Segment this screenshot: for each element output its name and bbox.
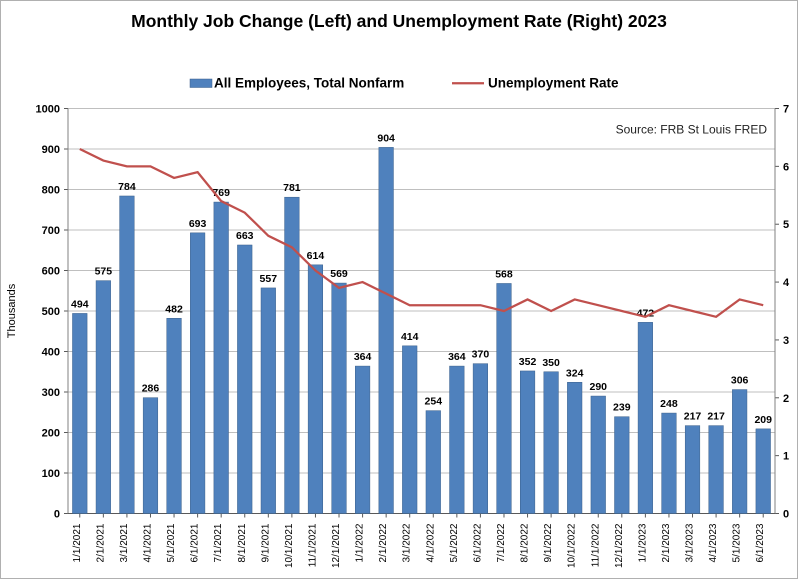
svg-text:600: 600 (42, 266, 60, 278)
svg-text:7: 7 (783, 104, 789, 116)
svg-text:8/1/2021: 8/1/2021 (237, 523, 248, 562)
svg-text:All Employees, Total Nonfarm: All Employees, Total Nonfarm (214, 76, 404, 91)
svg-text:12/1/2022: 12/1/2022 (614, 523, 625, 568)
svg-text:9/1/2021: 9/1/2021 (260, 523, 271, 562)
svg-text:290: 290 (589, 381, 607, 393)
svg-text:6: 6 (783, 161, 789, 173)
svg-text:700: 700 (42, 225, 60, 237)
svg-text:663: 663 (236, 230, 254, 242)
svg-text:3: 3 (783, 335, 789, 347)
svg-text:1/1/2021: 1/1/2021 (72, 523, 83, 562)
svg-text:400: 400 (42, 347, 60, 359)
svg-text:364: 364 (354, 351, 372, 363)
svg-text:364: 364 (448, 351, 466, 363)
svg-text:3/1/2021: 3/1/2021 (119, 523, 130, 562)
svg-text:100: 100 (42, 468, 60, 480)
svg-text:7/1/2022: 7/1/2022 (496, 523, 507, 562)
svg-text:12/1/2021: 12/1/2021 (331, 523, 342, 568)
svg-text:300: 300 (42, 387, 60, 399)
svg-text:8/1/2022: 8/1/2022 (520, 523, 531, 562)
svg-text:904: 904 (377, 132, 395, 144)
svg-text:5/1/2023: 5/1/2023 (732, 523, 743, 562)
svg-text:900: 900 (42, 144, 60, 156)
svg-text:568: 568 (495, 268, 513, 280)
svg-text:10/1/2021: 10/1/2021 (284, 523, 295, 568)
svg-text:6/1/2021: 6/1/2021 (190, 523, 201, 562)
svg-text:557: 557 (260, 273, 278, 285)
svg-text:2/1/2023: 2/1/2023 (661, 523, 672, 562)
svg-text:10/1/2022: 10/1/2022 (567, 523, 578, 568)
svg-text:200: 200 (42, 428, 60, 440)
svg-text:11/1/2022: 11/1/2022 (590, 523, 601, 567)
svg-text:Source: FRB St Louis FRED: Source: FRB St Louis FRED (616, 123, 768, 137)
svg-text:614: 614 (307, 250, 325, 262)
svg-text:1/1/2023: 1/1/2023 (637, 523, 648, 562)
svg-text:2/1/2021: 2/1/2021 (95, 523, 106, 562)
svg-text:1: 1 (783, 451, 789, 463)
svg-text:5: 5 (783, 219, 789, 231)
svg-text:248: 248 (660, 398, 678, 410)
svg-text:254: 254 (425, 396, 443, 408)
svg-text:352: 352 (519, 356, 537, 368)
svg-text:6/1/2023: 6/1/2023 (755, 523, 766, 562)
svg-text:209: 209 (754, 414, 772, 426)
svg-text:781: 781 (283, 182, 301, 194)
svg-text:Thousands: Thousands (6, 283, 18, 338)
svg-text:7/1/2021: 7/1/2021 (213, 523, 224, 562)
svg-text:693: 693 (189, 218, 207, 230)
svg-text:Unemployment Rate: Unemployment Rate (488, 76, 619, 91)
svg-text:11/1/2021: 11/1/2021 (307, 523, 318, 567)
svg-text:5/1/2022: 5/1/2022 (449, 523, 460, 562)
svg-text:6/1/2022: 6/1/2022 (472, 523, 483, 562)
svg-text:370: 370 (472, 349, 490, 361)
svg-text:0: 0 (783, 509, 789, 521)
svg-text:4/1/2022: 4/1/2022 (425, 523, 436, 562)
svg-text:286: 286 (142, 383, 160, 395)
svg-text:500: 500 (42, 306, 60, 318)
svg-text:3/1/2023: 3/1/2023 (685, 523, 696, 562)
svg-text:239: 239 (613, 402, 631, 414)
svg-text:3/1/2022: 3/1/2022 (402, 523, 413, 562)
svg-text:1/1/2022: 1/1/2022 (355, 523, 366, 562)
svg-text:350: 350 (542, 357, 560, 369)
svg-text:2: 2 (783, 393, 789, 405)
svg-text:784: 784 (118, 181, 136, 193)
svg-text:800: 800 (42, 185, 60, 197)
svg-text:482: 482 (165, 303, 183, 315)
svg-text:2/1/2022: 2/1/2022 (378, 523, 389, 562)
svg-text:217: 217 (684, 411, 702, 423)
svg-text:4/1/2023: 4/1/2023 (708, 523, 719, 562)
svg-text:306: 306 (731, 375, 749, 387)
svg-text:1000: 1000 (36, 104, 60, 116)
svg-text:324: 324 (566, 367, 584, 379)
svg-text:575: 575 (95, 266, 113, 278)
svg-text:0: 0 (54, 509, 60, 521)
svg-text:414: 414 (401, 331, 419, 343)
svg-text:9/1/2022: 9/1/2022 (543, 523, 554, 562)
svg-text:5/1/2021: 5/1/2021 (166, 523, 177, 562)
svg-text:569: 569 (330, 268, 348, 280)
svg-text:4/1/2021: 4/1/2021 (142, 523, 153, 562)
svg-text:4: 4 (783, 277, 790, 289)
svg-text:217: 217 (707, 411, 725, 423)
svg-text:494: 494 (71, 298, 89, 310)
